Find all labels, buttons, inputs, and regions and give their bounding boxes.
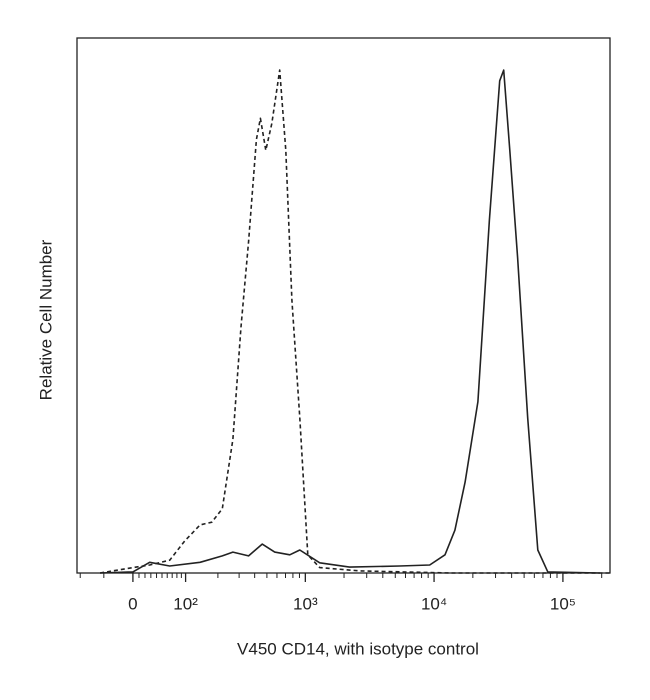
x-tick-label: 0 bbox=[128, 594, 137, 613]
y-axis-label: Relative Cell Number bbox=[36, 239, 55, 400]
plot-frame bbox=[76, 37, 611, 574]
x-tick-label: 10³ bbox=[293, 594, 318, 613]
x-tick-label: 10² bbox=[173, 594, 198, 613]
x-axis-label: V450 CD14, with isotype control bbox=[237, 639, 479, 658]
x-tick-label: 10⁵ bbox=[550, 594, 576, 613]
histogram-line bbox=[100, 69, 600, 574]
x-tick-label: 10⁴ bbox=[421, 594, 447, 613]
